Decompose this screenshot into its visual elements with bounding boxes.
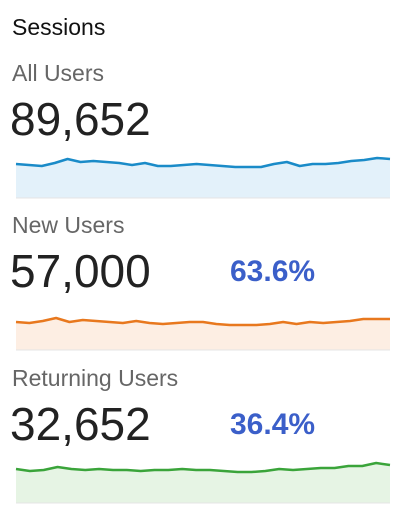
section-value: 89,652: [10, 93, 151, 145]
sparkline: [15, 156, 391, 169]
section-label: Returning Users: [12, 365, 178, 391]
sparkline: [15, 316, 390, 327]
sparkline: [15, 461, 391, 474]
section-label: New Users: [12, 212, 124, 238]
sparkline-area: [16, 318, 390, 350]
section-share: 36.4%: [230, 408, 315, 441]
sparkline-area: [16, 463, 390, 503]
section-value: 32,652: [10, 398, 151, 450]
sparkline-area: [16, 158, 390, 198]
card-title: Sessions: [12, 14, 106, 40]
section-label: All Users: [12, 60, 104, 86]
section-share: 63.6%: [230, 255, 315, 288]
section-value: 57,000: [10, 245, 151, 297]
